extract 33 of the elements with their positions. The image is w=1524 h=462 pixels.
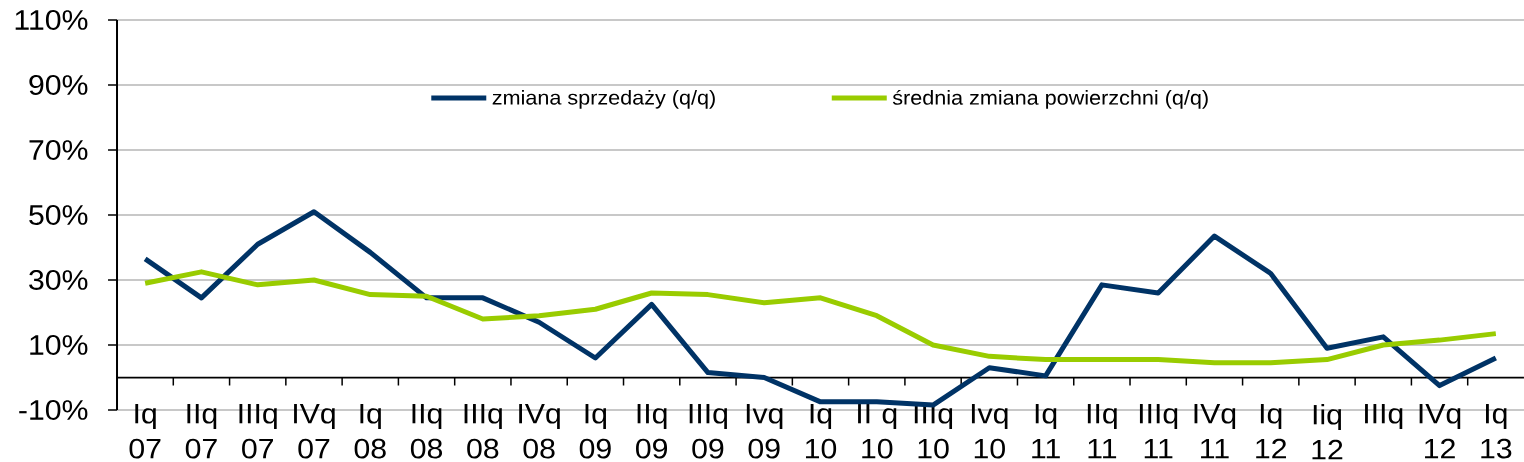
x-tick-label: IIq 08 <box>410 404 443 459</box>
x-tick-label: Iq 08 <box>354 404 386 459</box>
x-tick-label: Iq 10 <box>805 404 837 459</box>
x-tick-label: Iq 07 <box>129 404 161 459</box>
x-tick-label: IIIq 07 <box>239 404 277 459</box>
x-tick-label: IVq 07 <box>294 404 335 459</box>
x-tick-label: II q 10 <box>858 404 897 459</box>
x-tick-label: IIIq 09 <box>689 404 728 459</box>
y-tick-label: 30% <box>29 270 88 290</box>
x-tick-label: IIIq 08 <box>464 404 502 459</box>
x-tick-label: Iq 12 <box>1256 404 1287 459</box>
y-tick-label: 110% <box>15 10 88 30</box>
x-tick-label: IVq 12 <box>1419 404 1461 459</box>
x-tick-label: Ivq 10 <box>971 404 1008 459</box>
y-tick-label: 90% <box>29 75 88 95</box>
x-tick-label: Iiq 12 <box>1312 404 1343 460</box>
x-tick-label: IIIq <box>1365 404 1403 430</box>
x-tick-label: IIq 11 <box>1087 404 1117 459</box>
x-tick-label: IIq 09 <box>636 404 668 459</box>
x-tick-label: IVq 11 <box>1194 404 1236 459</box>
x-tick-label: Iq 09 <box>579 404 611 459</box>
x-tick-label: IIq 07 <box>185 404 217 459</box>
y-tick-label: -10% <box>19 400 88 420</box>
y-tick-label: 50% <box>29 205 88 225</box>
y-tick-label: 10% <box>30 335 88 355</box>
y-tick-label: 70% <box>29 140 88 160</box>
x-tick-label: Ivq 09 <box>746 404 783 459</box>
x-tick-label: Iq 13 <box>1481 404 1512 459</box>
legend-label: zmiana sprzedaży (q/q) <box>492 89 715 109</box>
x-tick-label: Iq 11 <box>1032 404 1060 459</box>
x-tick-label: IIIq 11 <box>1139 404 1178 459</box>
x-tick-label: IVq 08 <box>519 404 560 459</box>
legend-label: średnia zmiana powierzchni (q/q) <box>892 89 1208 109</box>
